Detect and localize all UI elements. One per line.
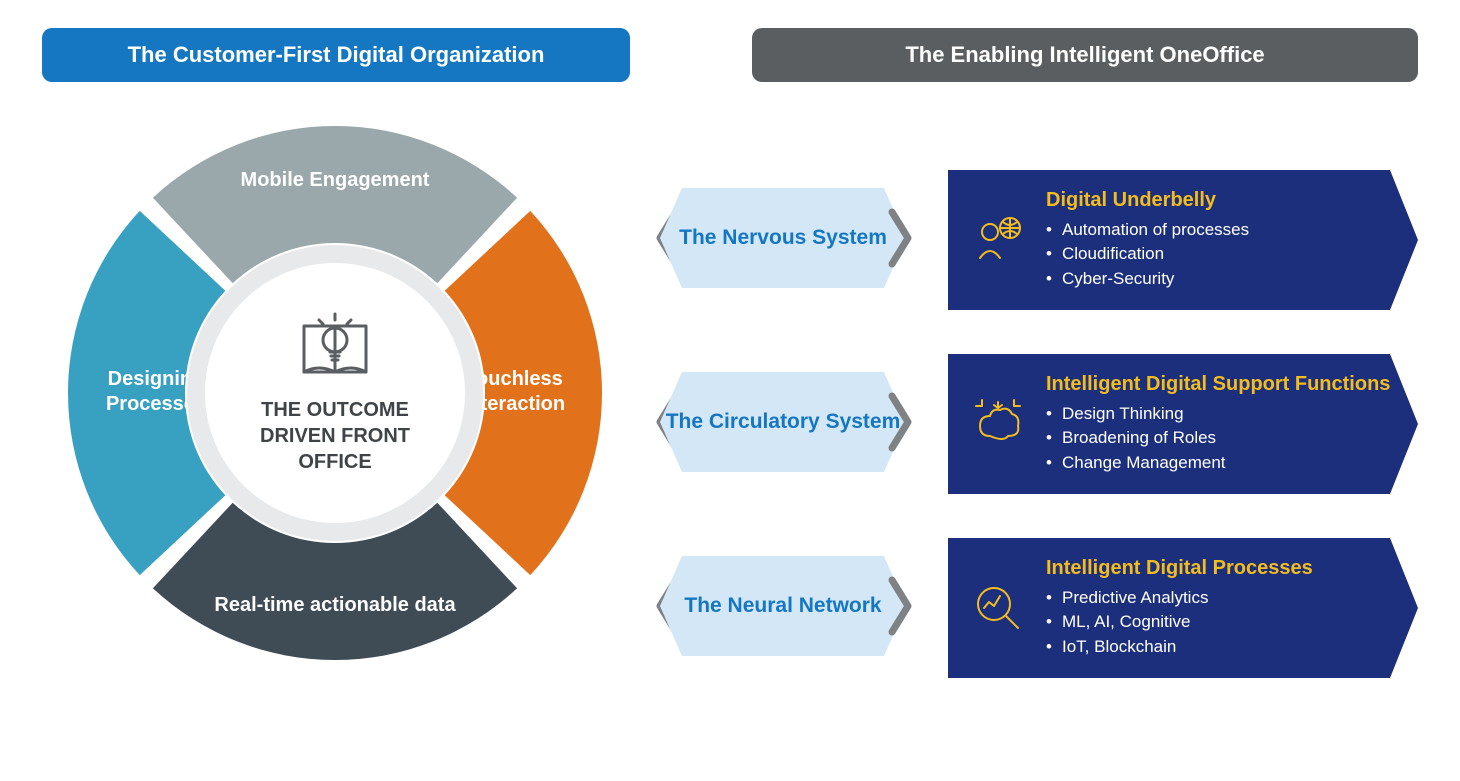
chevron-right-icon (886, 188, 916, 288)
donut-segment-label-bottom: Real-time actionable data (68, 593, 602, 618)
header-right-label: The Enabling Intelligent OneOffice (905, 42, 1264, 68)
info-title-2: Intelligent Digital Processes (1046, 557, 1398, 580)
lightbulb-book-icon (296, 312, 374, 387)
system-tag-0: The Nervous System (660, 188, 906, 288)
brain-arrows-icon (966, 392, 1030, 456)
chevron-right-icon (886, 372, 916, 472)
header-left-label: The Customer-First Digital Organization (128, 42, 545, 68)
info-card-0: Digital Underbelly Automation of process… (948, 170, 1418, 310)
donut-segment-label-top: Mobile Engagement (68, 168, 602, 193)
system-tag-label-0: The Nervous System (679, 225, 887, 250)
system-tag-label-2: The Neural Network (684, 593, 881, 618)
system-row-1: The Circulatory System Intelligent Digit… (660, 354, 1430, 494)
list-item: Automation of processes (1046, 218, 1398, 243)
list-item: ML, AI, Cognitive (1046, 610, 1398, 635)
info-title-1: Intelligent Digital Support Functions (1046, 373, 1398, 396)
list-item: Predictive Analytics (1046, 586, 1398, 611)
system-tag-1: The Circulatory System (660, 372, 906, 472)
donut-segment-label-right: Touchless Interaction (444, 367, 584, 417)
list-item: Cloudification (1046, 242, 1398, 267)
donut-center-title: THE OUTCOME DRIVEN FRONT OFFICE (205, 397, 465, 475)
list-item: Design Thinking (1046, 402, 1398, 427)
list-item: Cyber-Security (1046, 267, 1398, 292)
magnify-chart-icon (966, 576, 1030, 640)
chevron-right-icon (886, 556, 916, 656)
donut-center: THE OUTCOME DRIVEN FRONT OFFICE (205, 263, 465, 523)
system-row-0: The Nervous System Digital Underbelly Au… (660, 170, 1430, 310)
info-list-2: Predictive Analytics ML, AI, Cognitive I… (1046, 586, 1398, 660)
list-item: IoT, Blockchain (1046, 635, 1398, 660)
person-globe-icon (966, 208, 1030, 272)
header-left: The Customer-First Digital Organization (42, 28, 630, 82)
list-item: Broadening of Roles (1046, 426, 1398, 451)
info-list-0: Automation of processes Cloudification C… (1046, 218, 1398, 292)
info-card-2: Intelligent Digital Processes Predictive… (948, 538, 1418, 678)
system-row-2: The Neural Network Intelligent Digital P… (660, 538, 1430, 678)
system-tag-label-1: The Circulatory System (666, 409, 901, 434)
info-list-1: Design Thinking Broadening of Roles Chan… (1046, 402, 1398, 476)
list-item: Change Management (1046, 451, 1398, 476)
header-right: The Enabling Intelligent OneOffice (752, 28, 1418, 82)
system-tag-2: The Neural Network (660, 556, 906, 656)
info-title-0: Digital Underbelly (1046, 189, 1398, 212)
donut-chart: Mobile Engagement Touchless Interaction … (68, 126, 602, 660)
info-card-1: Intelligent Digital Support Functions De… (948, 354, 1418, 494)
